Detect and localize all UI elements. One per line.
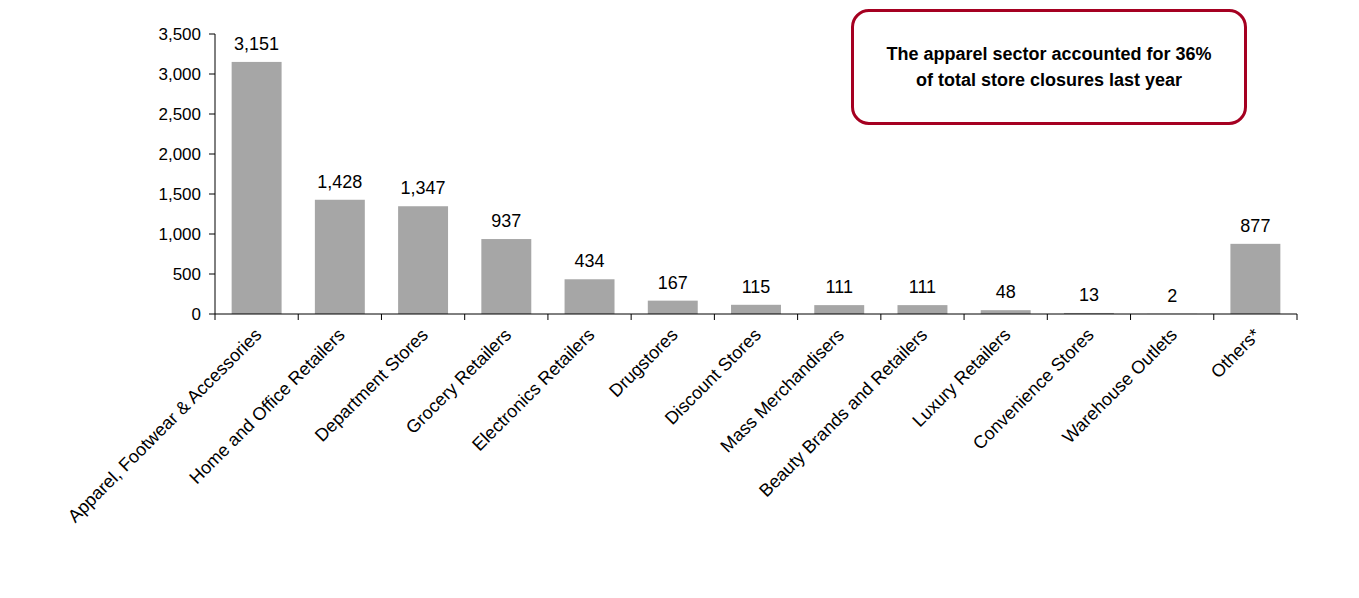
y-tick-label: 3,500 <box>158 25 201 44</box>
x-tick <box>1297 314 1298 320</box>
y-tick <box>209 194 215 195</box>
x-tick-label: Home and Office Retailers <box>185 325 348 488</box>
y-axis <box>215 34 216 314</box>
x-tick-label: Drugstores <box>605 325 681 401</box>
data-label: 167 <box>658 273 688 293</box>
data-label: 2 <box>1167 286 1177 306</box>
bar <box>897 305 947 314</box>
y-tick-label: 1,500 <box>158 185 201 204</box>
x-tick-label: Beauty Brands and Retailers <box>755 325 931 501</box>
bar <box>648 301 698 314</box>
y-tick-label: 3,000 <box>158 65 201 84</box>
x-tick <box>298 314 299 320</box>
bar <box>565 279 615 314</box>
bar <box>1230 244 1280 314</box>
x-tick <box>215 314 216 320</box>
bar <box>398 206 448 314</box>
y-tick-label: 2,000 <box>158 145 201 164</box>
data-label: 111 <box>909 277 936 297</box>
data-label: 1,347 <box>401 178 446 198</box>
x-tick <box>1047 314 1048 320</box>
x-axis <box>215 314 1297 315</box>
data-label: 111 <box>826 277 853 297</box>
y-tick <box>209 314 215 315</box>
y-tick <box>209 74 215 75</box>
bar <box>232 62 282 314</box>
x-tick <box>880 314 881 320</box>
x-tick <box>1130 314 1131 320</box>
x-tick <box>631 314 632 320</box>
data-label: 48 <box>996 282 1016 302</box>
data-label: 115 <box>742 277 771 297</box>
x-tick-label: Warehouse Outlets <box>1058 325 1181 448</box>
bar <box>481 239 531 314</box>
x-tick <box>714 314 715 320</box>
bar <box>981 310 1031 314</box>
y-tick-label: 0 <box>192 305 201 324</box>
bar <box>315 200 365 314</box>
bar <box>814 305 864 314</box>
data-label: 434 <box>575 251 605 271</box>
x-tick <box>1213 314 1214 320</box>
y-tick <box>209 114 215 115</box>
chart: 0 500 1,000 1,500 2,000 2,500 3,000 3,500 3,151 1… <box>0 0 1359 598</box>
data-label: 1,428 <box>317 172 362 192</box>
y-tick <box>209 274 215 275</box>
x-tick <box>964 314 965 320</box>
data-label: 3,151 <box>234 34 279 54</box>
data-label: 877 <box>1240 216 1270 236</box>
bar <box>731 305 781 314</box>
y-tick <box>209 234 215 235</box>
y-tick-label: 500 <box>173 265 201 284</box>
annotation: The apparel sector accounted for 36% of … <box>851 9 1247 125</box>
data-label: 13 <box>1079 285 1099 305</box>
y-tick <box>209 34 215 35</box>
x-tick-label: Others* <box>1207 325 1264 382</box>
data-label: 937 <box>491 211 521 231</box>
x-tick <box>797 314 798 320</box>
x-tick <box>381 314 382 320</box>
y-tick <box>209 154 215 155</box>
y-tick-label: 1,000 <box>158 225 201 244</box>
x-tick <box>547 314 548 320</box>
x-tick <box>464 314 465 320</box>
y-tick-label: 2,500 <box>158 105 201 124</box>
x-tick-label: Electronics Retailers <box>468 325 598 455</box>
